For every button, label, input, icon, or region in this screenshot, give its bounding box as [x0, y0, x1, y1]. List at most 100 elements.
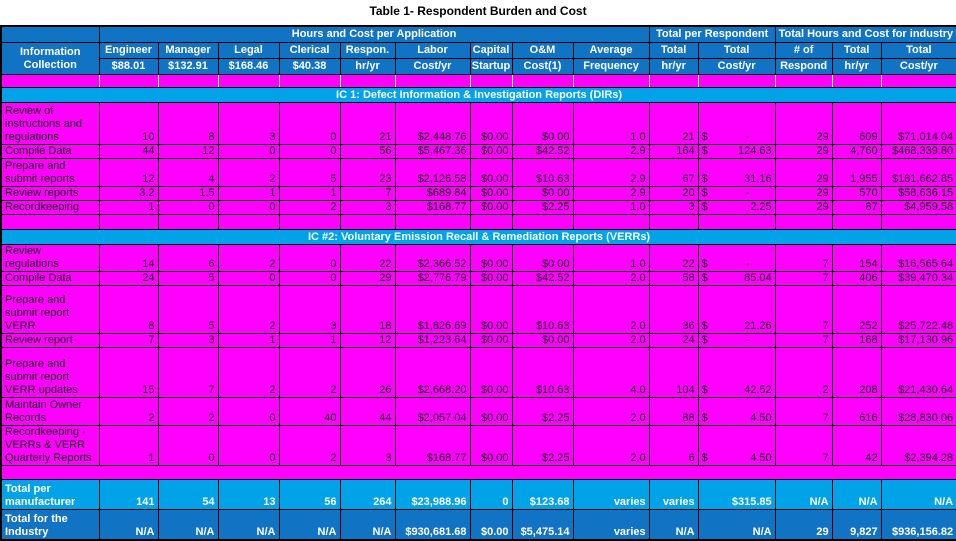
col-header-sub-11: Cost/yr [697, 58, 776, 75]
col-header-average: Average [572, 42, 650, 59]
cell: $0.00 [469, 271, 513, 286]
cell: $1,223.64 [394, 333, 471, 348]
cell: $2.25 [511, 397, 574, 426]
row-label: Compile Data [0, 271, 100, 286]
cell: 1.5 [157, 186, 219, 201]
cell: $28,830.06 [880, 397, 956, 426]
dollar-sign: $ [701, 173, 708, 185]
table-row: Maintain Owner Records 2 2 0 40 44 $2,057.04 $0… [0, 397, 956, 426]
cell: 7 [774, 244, 833, 272]
cell: $1,826.69 [394, 285, 471, 334]
total-cell: N/A [217, 509, 280, 540]
cell: 20 [648, 186, 699, 201]
cell: 1.0 [572, 200, 650, 215]
cell: 2 [157, 397, 219, 426]
amount: 4.50 [750, 452, 772, 464]
amount: - [745, 258, 750, 270]
cell: $10.63 [511, 158, 574, 187]
col-header-sub-8: Cost(1) [511, 58, 574, 75]
amount: 2.25 [750, 201, 772, 214]
total-cell: varies [572, 509, 650, 540]
cell: $0.00 [469, 333, 513, 348]
spacer-cell [99, 465, 158, 480]
dollar-sign: $ [701, 384, 708, 396]
cell: 0 [217, 397, 280, 426]
cell: $168.77 [394, 200, 471, 215]
cell: 1 [278, 186, 341, 201]
section-header-ic2: IC #2: Voluntary Emission Recall & Remed… [0, 229, 956, 245]
col-header-total: Total [697, 42, 776, 59]
cell: 29 [339, 271, 396, 286]
cell: 2.9 [572, 144, 650, 159]
amount: 4.50 [750, 412, 772, 424]
cell: 2.0 [572, 425, 650, 466]
cell: 12 [339, 333, 396, 348]
row-label: Review report [0, 333, 100, 348]
column-header-row-1: Information Collection Engineer Manager Lega… [0, 42, 956, 75]
cell: $16,565.64 [880, 244, 956, 272]
cell: 21 [339, 102, 396, 145]
spacer-cell [0, 74, 100, 88]
row-label: Maintain Owner Records [0, 397, 100, 426]
row-label: Prepare and submit reports [0, 158, 100, 187]
cell: 29 [774, 144, 833, 159]
cell: 2 [217, 285, 280, 334]
cell: $5,467.36 [394, 144, 471, 159]
col-header-sub-1: $88.01 [98, 58, 159, 75]
cell: 40 [278, 397, 341, 426]
dollar-sign: $ [701, 258, 708, 270]
cell: $58,636.15 [880, 186, 956, 201]
cell: $17,130.96 [880, 333, 956, 348]
spacer-cell [512, 465, 573, 480]
cell: $71,014.04 [880, 102, 956, 145]
cell-total-cost-per-respondent: $85.04 [697, 271, 776, 286]
cell: 2 [278, 425, 341, 466]
cell: 5 [157, 285, 219, 334]
total-cell: $23,988.96 [394, 479, 471, 510]
col-header-legal: Legal [217, 42, 280, 59]
cell: 18 [339, 285, 396, 334]
cell: 1,955 [831, 158, 882, 187]
cell: $0.00 [469, 347, 513, 398]
cell: 208 [831, 347, 882, 398]
cell: 7 [98, 333, 159, 348]
cell: 1.0 [572, 102, 650, 145]
cell: 7 [157, 347, 219, 398]
dollar-sign: $ [701, 145, 708, 158]
table-row: Recordkeeping - VERRs & VERR Quarterly R… [0, 425, 956, 466]
col-header-o-m: O&M [511, 42, 574, 59]
cell: $39,470.34 [880, 271, 956, 286]
cell: $0.00 [511, 186, 574, 201]
total-cell: 54 [157, 479, 219, 510]
spacer-row [1, 465, 956, 480]
spacer-cell [470, 465, 512, 480]
cell: 3 [278, 285, 341, 334]
cell: 2.9 [572, 158, 650, 187]
group-header-per-respondent: Total per Respondent [648, 25, 776, 43]
cell: 56 [339, 144, 396, 159]
cell-total-cost-per-respondent: $21.26 [697, 285, 776, 334]
section-header-row: IC 1: Defect Information & Investigation… [0, 87, 956, 103]
spacer-cell [278, 74, 341, 88]
cell: 6 [648, 425, 699, 466]
amount: - [745, 131, 750, 143]
respondent-burden-table: Hours and Cost per Application Total per … [0, 25, 956, 541]
row-label: Compile Data [0, 144, 100, 159]
cell: 1 [98, 200, 159, 215]
spacer-cell [511, 214, 574, 230]
total-row-label: Total for the Industry [0, 509, 100, 540]
dollar-sign: $ [701, 187, 708, 200]
col-header-engineer: Engineer [98, 42, 159, 59]
cell: 0 [278, 244, 341, 272]
spacer-cell [98, 214, 159, 230]
spacer-cell [157, 74, 219, 88]
col-header--of: # of [774, 42, 833, 59]
cell: $168.77 [394, 425, 471, 466]
spacer-cell [394, 74, 471, 88]
table-row: Compile Data 44 12 0 0 56 $5,467.36 $0.00 $42.52… [0, 144, 956, 159]
amount: 42.52 [744, 384, 772, 396]
spacer-cell [339, 74, 396, 88]
cell: $0.00 [469, 102, 513, 145]
total-cell: 9,827 [831, 509, 882, 540]
section-header-ic1: IC 1: Defect Information & Investigation… [0, 87, 956, 103]
